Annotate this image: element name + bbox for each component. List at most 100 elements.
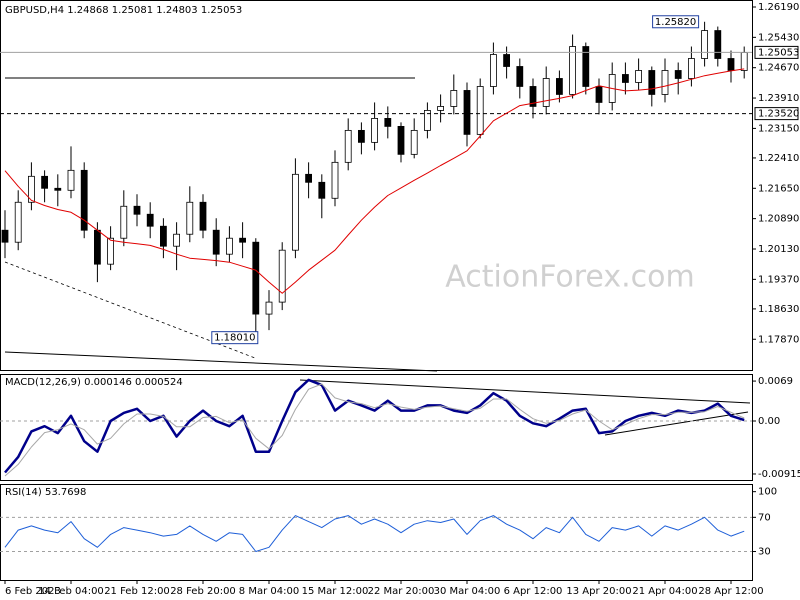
annotation-box [211,331,259,345]
candle-body [186,201,194,235]
x-tick-label: 21 Feb 12:00 [104,586,170,597]
candle-body [41,175,48,189]
candle-body [410,129,418,155]
candle-body [173,233,181,247]
candle-body [265,301,273,315]
y-tick-label: 1.23910 [758,93,799,104]
candle-body [635,70,642,83]
y-tick-label: 1.23150 [758,123,799,134]
candle-body [595,86,603,103]
candle-body [331,161,339,199]
candle-body [371,118,379,143]
candle-body [740,52,748,71]
x-tick-label: 13 Apr 20:00 [566,586,631,597]
candle-body [199,201,207,231]
y-tick-label: 1.21650 [758,183,799,194]
candle-body [14,201,22,243]
watermark: ActionForex.com [445,260,694,295]
indicator-line [4,383,745,477]
candle-body [727,58,735,71]
annotation-label: 1.25820 [655,17,696,28]
panel-title: RSI(14) 53.7698 [5,487,86,498]
candle-body [1,229,9,243]
candle-body [556,78,563,95]
candle-body [120,205,128,239]
candle-body [107,237,114,265]
candle-body [542,78,550,107]
candle-body [582,46,590,87]
x-tick-label: 6 Feb 2023 [5,586,61,597]
indicator-line [4,378,745,474]
candle-body [80,169,88,231]
annotation-box [652,15,700,29]
price-label-box [754,45,799,59]
candle-body [516,66,524,87]
price-panel [0,0,753,371]
candle-body [67,169,75,191]
x-tick-label: 28 Feb 20:00 [170,586,236,597]
candle-body [252,241,260,315]
candle-body [450,90,458,107]
trend-line [604,411,749,436]
candle-body [146,213,154,227]
candle-body [212,229,220,255]
price-label: 1.23520 [758,109,799,120]
candle-body [54,187,62,191]
candle-body [225,237,233,255]
y-tick-label: 70 [758,512,771,523]
y-tick-label: 1.24670 [758,63,799,74]
rsi-panel [0,484,753,581]
macd-panel [0,374,753,481]
candle-body [159,225,167,247]
candle-body [476,86,484,135]
candle-body [397,125,405,155]
candle-body [423,110,431,131]
candle-body [701,30,708,59]
candle-body [27,175,35,203]
annotation-label: 1.18010 [214,333,255,344]
x-tick-label: 15 Mar 12:00 [302,586,369,597]
candle-body [318,181,326,199]
y-tick-label: 1.26190 [758,2,799,13]
candle-body [489,54,497,87]
y-tick-label: -0.009158 [758,469,800,480]
x-tick-label: 6 Apr 12:00 [504,586,563,597]
x-tick-label: 28 Apr 12:00 [698,586,763,597]
candle-body [357,129,365,143]
candle-body [648,70,656,95]
indicator-line [4,68,745,294]
candle-body [94,229,101,265]
candle-body [384,118,392,127]
candle-body [529,86,537,107]
candle-body [278,249,286,303]
trend-line [4,351,438,372]
y-tick-label: 1.19370 [758,274,799,285]
x-tick-label: 14 Feb 04:00 [38,586,104,597]
candle-body [622,74,629,83]
y-tick-label: 1.18630 [758,304,799,315]
candle-body [569,46,576,95]
y-tick-label: 1.20130 [758,244,799,255]
price-label: 1.25053 [758,47,799,58]
candle-body [305,173,313,183]
y-tick-label: 100 [758,487,777,498]
y-tick-label: 1.22410 [758,153,799,164]
price-label-box [754,107,799,121]
y-tick-label: 0.00 [758,416,780,427]
panel-title: MACD(12,26,9) 0.000146 0.000524 [5,377,183,388]
candle-body [674,70,682,79]
candle-body [714,30,722,59]
candle-body [133,205,141,215]
candle-body [437,106,445,111]
x-tick-label: 22 Mar 20:00 [368,586,435,597]
x-tick-label: 21 Apr 04:00 [632,586,697,597]
candle-body [344,129,352,163]
y-tick-label: 1.25430 [758,32,799,43]
candle-body [503,54,511,67]
y-tick-label: 0.0069 [758,376,793,387]
candle-body [688,58,695,79]
trend-line [299,379,751,404]
x-tick-label: 8 Mar 04:00 [239,586,299,597]
candle-body [463,90,471,135]
